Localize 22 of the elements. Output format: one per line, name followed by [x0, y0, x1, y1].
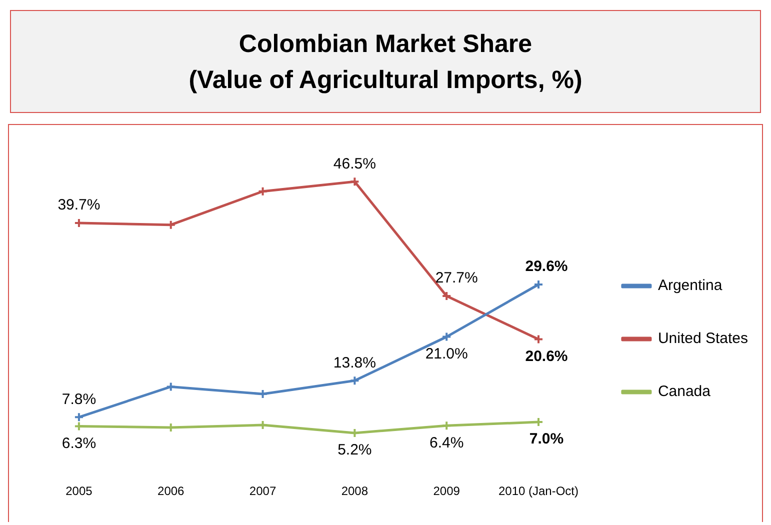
x-tick-label: 2006 — [158, 484, 185, 498]
chart-title: Colombian Market Share (Value of Agricultural Imports, %) — [10, 10, 761, 113]
x-tick-label: 2010 (Jan-Oct) — [498, 484, 579, 498]
data-label: 20.6% — [525, 348, 568, 365]
data-label: 29.6% — [525, 258, 568, 276]
x-tick-label: 2007 — [249, 484, 276, 498]
data-label: 27.7% — [435, 270, 478, 287]
x-tick-label: 2005 — [66, 484, 93, 498]
data-label: 5.2% — [338, 442, 372, 459]
legend-label: United States — [658, 330, 748, 348]
legend-label: Canada — [658, 383, 712, 400]
legend-label: Argentina — [658, 277, 723, 294]
data-label: 21.0% — [425, 345, 468, 362]
x-tick-label: 2009 — [433, 484, 460, 498]
data-label: 39.7% — [58, 196, 100, 214]
x-tick-label: 2008 — [341, 484, 368, 498]
data-label: 13.8% — [333, 354, 376, 372]
data-label: 6.4% — [429, 434, 464, 452]
data-label: 6.3% — [62, 434, 96, 452]
data-label: 7.8% — [62, 390, 96, 408]
data-label: 46.5% — [333, 155, 376, 172]
data-label: 7.0% — [529, 430, 564, 448]
